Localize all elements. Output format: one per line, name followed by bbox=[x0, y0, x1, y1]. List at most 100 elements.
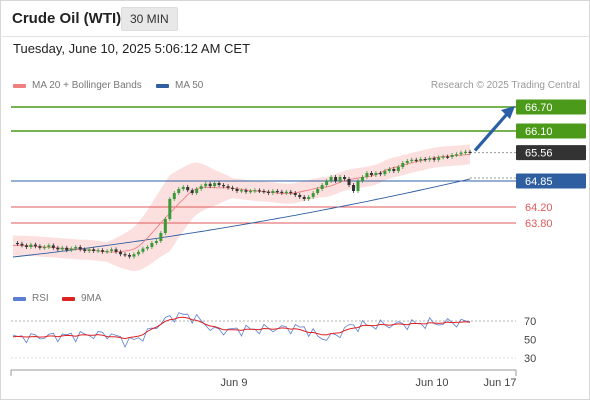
candle-body bbox=[387, 169, 391, 171]
candle-body bbox=[231, 187, 235, 189]
ma20-swatch-icon bbox=[13, 83, 26, 88]
candle-body bbox=[141, 248, 145, 252]
instrument-title: Crude Oil (WTI) bbox=[12, 10, 122, 27]
candle-body bbox=[145, 247, 149, 249]
legend-rsi: RSI bbox=[13, 293, 49, 304]
candle-body bbox=[186, 187, 190, 191]
candle-body bbox=[316, 189, 320, 193]
resistance-level-label: 66.10 bbox=[525, 126, 553, 138]
rsi-ma-line bbox=[12, 316, 471, 340]
candle-body bbox=[289, 191, 293, 193]
candle-body bbox=[392, 169, 396, 171]
candle-body bbox=[51, 245, 55, 248]
candle-body bbox=[284, 191, 288, 193]
chart-header: Crude Oil (WTI) 30 MIN bbox=[0, 0, 590, 37]
candle-body bbox=[92, 249, 96, 251]
candle-body bbox=[204, 183, 208, 187]
candle-body bbox=[329, 177, 333, 181]
candle-body bbox=[446, 156, 450, 158]
candle-body bbox=[459, 152, 463, 155]
candle-body bbox=[190, 190, 194, 193]
candle-body bbox=[432, 158, 436, 160]
candle-body bbox=[235, 189, 239, 191]
candle-body bbox=[150, 243, 154, 247]
candle-body bbox=[87, 249, 91, 251]
current-level-tag bbox=[516, 145, 586, 161]
candle-body bbox=[383, 171, 387, 175]
candle-body bbox=[38, 246, 42, 248]
pivot-level-label: 64.85 bbox=[525, 176, 553, 188]
x-tick-label: Jun 17 bbox=[483, 377, 516, 389]
legend-rsi-label: RSI bbox=[32, 293, 49, 304]
legend-rsi-ma: 9MA bbox=[62, 293, 102, 304]
rsi-tick-label: 50 bbox=[524, 335, 536, 347]
candle-body bbox=[347, 179, 351, 185]
candle-body bbox=[132, 254, 136, 257]
up-right-arrow-icon bbox=[473, 112, 509, 152]
candle-body bbox=[468, 151, 472, 153]
candle-body bbox=[240, 190, 243, 192]
candle-body bbox=[248, 191, 252, 193]
candle-body bbox=[15, 243, 19, 245]
candle-body bbox=[177, 189, 181, 193]
resistance-level-tag bbox=[516, 123, 586, 139]
candle-body bbox=[244, 190, 248, 192]
candle-body bbox=[20, 243, 24, 246]
bollinger-band bbox=[13, 144, 470, 271]
candle-body bbox=[343, 177, 347, 179]
candle-body bbox=[60, 247, 64, 250]
candle-body bbox=[74, 247, 78, 249]
candles-group bbox=[15, 149, 472, 259]
candle-body bbox=[369, 173, 373, 175]
candle-body bbox=[280, 191, 284, 193]
candle-body bbox=[154, 241, 158, 243]
candle-body bbox=[127, 255, 131, 257]
candle-body bbox=[222, 185, 226, 187]
candle-body bbox=[419, 159, 423, 161]
candle-body bbox=[325, 181, 329, 185]
candle-body bbox=[378, 173, 382, 175]
candle-body bbox=[262, 191, 266, 193]
candle-body bbox=[168, 199, 172, 219]
candle-body bbox=[56, 247, 60, 250]
candle-body bbox=[302, 197, 306, 199]
legend-ma20-label: MA 20 + Bollinger Bands bbox=[32, 80, 142, 91]
candle-body bbox=[195, 189, 199, 193]
pivot-level-tag bbox=[516, 173, 586, 189]
rsi-swatch-icon bbox=[13, 296, 26, 301]
legend-ma50: MA 50 bbox=[156, 80, 203, 91]
candle-body bbox=[356, 181, 360, 191]
rsi-ma-swatch-icon bbox=[62, 296, 75, 301]
legend-rsi-ma-label: 9MA bbox=[81, 293, 102, 304]
rsi-line bbox=[12, 312, 471, 348]
candle-body bbox=[119, 251, 123, 255]
timeframe-badge[interactable]: 30 MIN bbox=[121, 7, 178, 31]
candle-body bbox=[65, 247, 69, 251]
candle-body bbox=[47, 245, 51, 247]
candle-body bbox=[450, 155, 454, 157]
candle-body bbox=[401, 163, 405, 167]
candle-body bbox=[69, 248, 73, 251]
candle-body bbox=[423, 159, 427, 161]
candle-body bbox=[338, 177, 342, 181]
candle-body bbox=[226, 186, 230, 188]
candle-body bbox=[42, 247, 46, 249]
legend-ma20: MA 20 + Bollinger Bands bbox=[13, 80, 142, 91]
x-tick-label: Jun 10 bbox=[415, 377, 448, 389]
support-level-label: 64.20 bbox=[525, 202, 553, 214]
candle-body bbox=[24, 245, 28, 247]
candle-body bbox=[396, 167, 400, 171]
candle-body bbox=[266, 191, 270, 193]
candle-body bbox=[33, 244, 37, 247]
candle-body bbox=[311, 193, 315, 197]
candle-body bbox=[428, 158, 432, 160]
chart-datetime: Tuesday, June 10, 2025 5:06:12 AM CET bbox=[13, 41, 251, 56]
resistance-level-tag bbox=[516, 99, 586, 115]
candle-body bbox=[405, 161, 409, 163]
research-credit: Research © 2025 Trading Central bbox=[430, 80, 580, 91]
candle-body bbox=[293, 193, 297, 195]
candle-body bbox=[307, 197, 311, 199]
candle-body bbox=[437, 157, 441, 160]
candle-body bbox=[217, 183, 221, 185]
